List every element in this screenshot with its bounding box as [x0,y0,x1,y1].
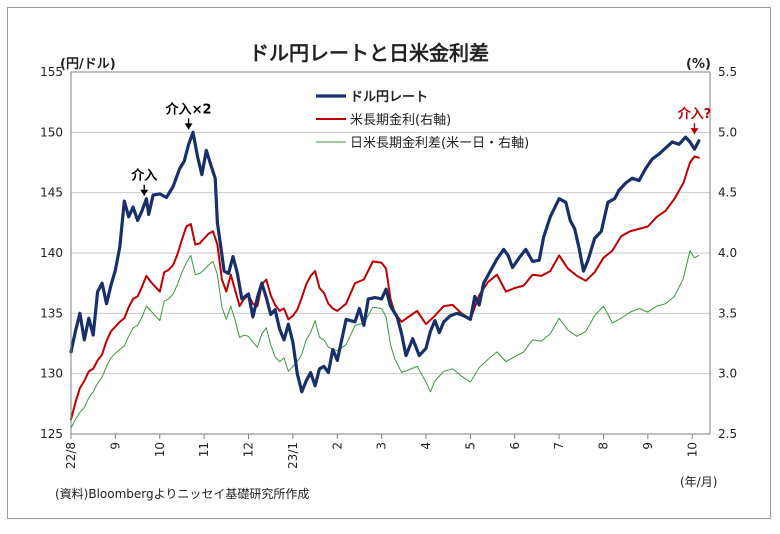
y-right-tick-label: 5.5 [718,65,737,79]
y-left-tick-label: 135 [40,306,63,320]
annotation-label: 介入 [130,168,157,184]
series-line-3 [70,250,700,429]
x-axis-unit-label: (年/月) [680,475,717,489]
x-tick-label: 22/8 [64,442,78,469]
x-tick-label: 7 [552,442,566,450]
legend-label: 米長期金利(右軸) [350,112,451,128]
legend-label: ドル円レート [350,90,428,105]
series-line-1 [69,130,701,394]
x-tick-label: 5 [463,442,477,450]
y-right-tick-label: 4.5 [718,186,737,200]
x-tick-label: 3 [375,442,389,450]
y-right-axis-label: (%) [686,57,711,72]
y-left-axis-label: (円/ドル) [60,57,116,72]
y-left-tick-label: 155 [40,65,63,79]
y-right-tick-label: 3.5 [718,306,737,320]
chart-frame [7,7,771,519]
plot-area-border [70,71,711,435]
y-left-tick-label: 130 [40,367,63,381]
y-right-tick-label: 5.0 [718,125,737,139]
legend-label: 日米長期金利差(米ー日・右軸) [350,135,529,151]
annotation-label: 介入×2 [165,101,212,117]
annotation-arrowhead [690,128,699,135]
source-note: (資料)Bloombergよりニッセイ基礎研究所作成 [55,486,309,501]
annotation-label: 介入? [677,106,712,122]
y-left-tick-label: 145 [40,186,63,200]
y-right-tick-label: 4.0 [718,246,737,260]
x-tick-label: 8 [597,442,611,450]
y-right-tick-label: 3.0 [718,367,737,381]
x-tick-label: 10 [685,442,699,457]
x-tick-label: 9 [108,442,122,450]
x-tick-label: 2 [330,442,344,450]
x-tick-label: 11 [197,442,211,457]
annotation-arrowhead [184,123,193,130]
x-tick-label: 10 [153,442,167,457]
x-tick-label: 4 [419,442,433,450]
y-left-tick-label: 125 [40,427,63,441]
chart-title: ドル円レートと日米金利差 [249,41,489,65]
y-left-tick-label: 140 [40,246,63,260]
series-line-2 [70,155,700,421]
x-tick-label: 6 [508,442,522,450]
x-tick-label: 9 [641,442,655,450]
y-right-tick-label: 2.5 [718,427,737,441]
x-tick-label: 12 [242,442,256,457]
annotation-arrowhead [140,189,149,196]
y-left-tick-label: 150 [40,125,63,139]
x-tick-label: 23/1 [286,442,300,469]
